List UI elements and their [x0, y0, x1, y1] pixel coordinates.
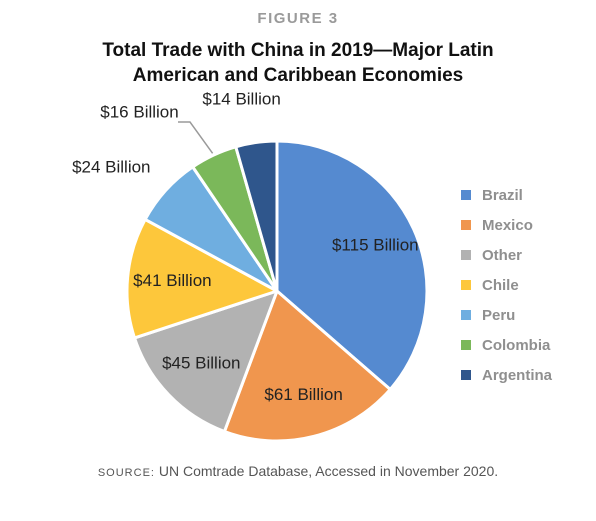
data-label-chile: $41 Billion: [133, 271, 211, 290]
chart-title: Total Trade with China in 2019—Major Lat…: [20, 38, 576, 88]
legend-item-mexico: Mexico: [461, 210, 552, 240]
chart-title-line-1: Total Trade with China in 2019—Major Lat…: [102, 40, 494, 61]
leader-line-colombia: [178, 121, 214, 154]
data-label-peru: $24 Billion: [72, 158, 150, 177]
source-key: SOURCE:: [97, 467, 155, 479]
legend-item-other: Other: [461, 240, 552, 270]
legend-swatch-chile: [461, 280, 471, 290]
data-label-other: $45 Billion: [162, 353, 240, 372]
pie-slice-brazil: [275, 139, 429, 391]
legend-label-peru: Peru: [482, 306, 516, 324]
legend-label-argentina: Argentina: [482, 366, 553, 384]
legend-label-other: Other: [482, 246, 523, 264]
legend-label-mexico: Mexico: [482, 216, 533, 234]
source-text: UN Comtrade Database, Accessed in Novemb…: [154, 463, 499, 479]
legend-item-colombia: Colombia: [461, 330, 552, 360]
legend-label-colombia: Colombia: [482, 336, 551, 354]
legend-item-brazil: Brazil: [461, 180, 552, 210]
legend-item-argentina: Argentina: [461, 360, 552, 390]
source-note: SOURCE: UN Comtrade Database, Accessed i…: [0, 463, 596, 479]
legend-swatch-other: [461, 250, 471, 260]
chart-legend: Brazil Mexico Other Chile Peru Colombia Argent…: [461, 180, 552, 390]
legend-label-brazil: Brazil: [482, 186, 523, 204]
chart-title-line-2: American and Caribbean Economies: [132, 65, 464, 86]
data-label-argentina: $14 Billion: [202, 89, 280, 108]
legend-swatch-argentina: [461, 370, 471, 380]
legend-swatch-colombia: [461, 340, 471, 350]
legend-swatch-brazil: [461, 190, 471, 200]
legend-item-peru: Peru: [461, 300, 552, 330]
pie-slice-argentina: [234, 139, 279, 293]
pie-slice-mexico: [222, 289, 392, 443]
data-label-colombia: $16 Billion: [100, 103, 178, 122]
figure-label: FIGURE 3: [257, 10, 339, 27]
pie-slice-other: [133, 289, 279, 433]
legend-item-chile: Chile: [461, 270, 552, 300]
data-label-brazil: $115 Billion: [332, 236, 419, 255]
pie-slice-chile: [125, 217, 279, 340]
legend-label-chile: Chile: [482, 276, 519, 294]
legend-swatch-peru: [461, 310, 471, 320]
data-label-mexico: $61 Billion: [264, 385, 342, 404]
legend-swatch-mexico: [461, 220, 471, 230]
